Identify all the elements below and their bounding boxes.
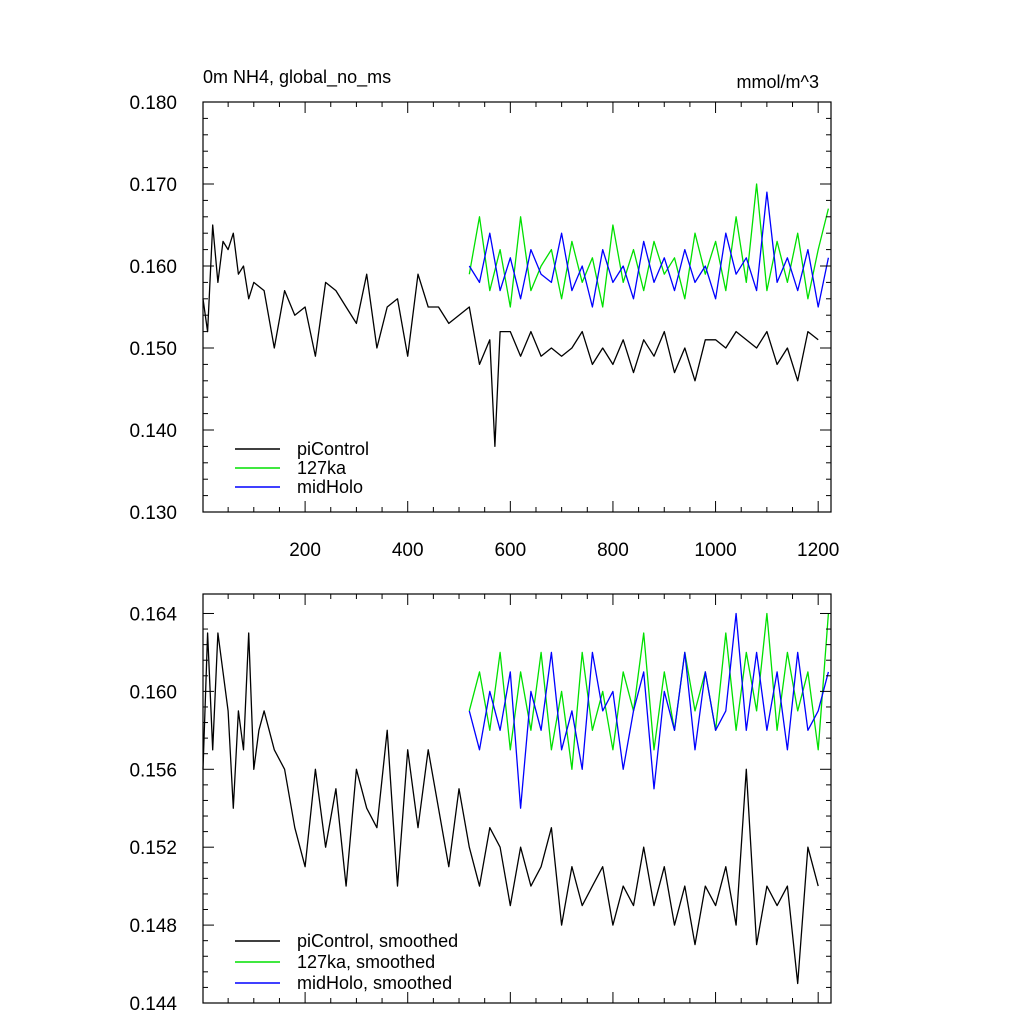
x-tick-label: 800	[597, 540, 629, 561]
series-line-picontrol-smoothed	[202, 632, 819, 985]
y-tick-label: 0.152	[129, 838, 177, 859]
x-tick-label: 400	[392, 540, 424, 561]
series-line-127ka-smoothed	[468, 612, 830, 770]
series-line-midholo	[468, 191, 830, 308]
top-panel: 0m NH4, global_no_ms mmol/m^3 200 400 600 8…	[129, 67, 839, 561]
y-tick-label: 0.170	[129, 175, 177, 196]
legend-label: midHolo, smoothed	[297, 973, 452, 993]
series-line-picontrol	[202, 224, 819, 448]
y-tick-label: 0.130	[129, 503, 177, 524]
x-tick-label: 1200	[797, 540, 839, 561]
legend-label: 127ka, smoothed	[297, 952, 435, 972]
y-tick-label: 0.140	[129, 421, 177, 442]
top-panel-title: 0m NH4, global_no_ms	[203, 67, 391, 88]
y-tick-label: 0.160	[129, 682, 177, 703]
legend-label: midHolo	[297, 477, 363, 497]
plot-frame	[202, 593, 832, 1004]
series-line-midholo-smoothed	[468, 612, 830, 809]
legend-label: piControl, smoothed	[297, 931, 458, 951]
y-tick-label: 0.164	[129, 604, 177, 625]
legend-label: piControl	[297, 439, 369, 459]
y-tick-label: 0.148	[129, 916, 177, 937]
y-tick-label: 0.150	[129, 339, 177, 360]
plot-frame	[202, 101, 832, 513]
y-tick-label: 0.180	[129, 93, 177, 114]
x-tick-label: 200	[289, 540, 321, 561]
legend-label: 127ka	[297, 458, 347, 478]
x-tick-label: 600	[494, 540, 526, 561]
x-tick-label: 1000	[694, 540, 736, 561]
y-tick-label: 0.160	[129, 257, 177, 278]
y-tick-label: 0.156	[129, 760, 177, 781]
series-line-127ka	[468, 183, 830, 308]
top-panel-unit-label: mmol/m^3	[737, 72, 819, 92]
bottom-panel: 0.144 0.148 0.152 0.156 0.160 0.164 piControl,…	[129, 593, 832, 1015]
y-tick-label: 0.144	[129, 994, 177, 1015]
